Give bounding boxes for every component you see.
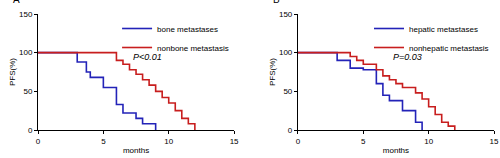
svg-text:100: 100	[19, 48, 33, 57]
svg-text:150: 150	[279, 10, 293, 19]
svg-text:15: 15	[230, 137, 239, 146]
svg-text:months: months	[383, 146, 409, 155]
svg-text:150: 150	[19, 10, 33, 19]
svg-text:bone metastases: bone metastases	[157, 25, 218, 34]
svg-text:10: 10	[164, 137, 173, 146]
svg-text:0: 0	[296, 137, 301, 146]
svg-text:0: 0	[28, 126, 33, 135]
svg-text:15: 15	[490, 137, 499, 146]
svg-text:nonhepatic metastasis: nonhepatic metastasis	[409, 44, 489, 53]
svg-text:P<0.01: P<0.01	[133, 52, 162, 62]
svg-text:nonbone metastasis: nonbone metastasis	[157, 44, 229, 53]
svg-text:10: 10	[424, 137, 433, 146]
svg-text:PFS(%): PFS(%)	[8, 58, 17, 86]
svg-text:5: 5	[361, 137, 366, 146]
svg-text:50: 50	[23, 87, 32, 96]
svg-text:5: 5	[101, 137, 106, 146]
svg-text:PFS(%): PFS(%)	[268, 58, 277, 86]
svg-text:B: B	[273, 0, 280, 5]
svg-text:P=0.03: P=0.03	[393, 52, 422, 62]
svg-text:50: 50	[283, 87, 292, 96]
svg-text:months: months	[123, 146, 149, 155]
svg-text:hepatic metastases: hepatic metastases	[409, 25, 478, 34]
svg-text:0: 0	[36, 137, 41, 146]
svg-text:100: 100	[279, 48, 293, 57]
svg-text:A: A	[13, 0, 20, 5]
svg-text:0: 0	[288, 126, 293, 135]
